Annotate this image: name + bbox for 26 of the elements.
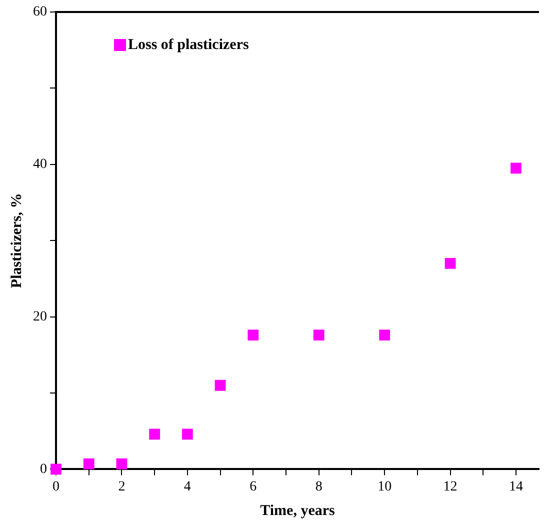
x-tick-label: 2 — [118, 479, 126, 494]
y-tick-label: 60 — [33, 4, 47, 20]
x-tick-label: 10 — [378, 479, 392, 494]
point — [50, 464, 62, 475]
x-axis-title: Time, years — [260, 502, 336, 519]
point — [510, 162, 522, 174]
x-tick-label: 0 — [52, 479, 60, 494]
y-tick-label: 0 — [40, 462, 47, 477]
x-tick-label: 6 — [250, 479, 257, 494]
point — [313, 330, 324, 341]
point — [444, 258, 456, 269]
point — [149, 428, 160, 440]
point — [214, 380, 226, 391]
x-tick-label: 12 — [443, 479, 458, 494]
y-tick-label: 20 — [33, 309, 47, 324]
x-tick-label: 14 — [509, 479, 523, 494]
x-tick-label: 4 — [184, 479, 191, 494]
point — [248, 330, 259, 341]
x-tick-label: 8 — [315, 479, 322, 494]
point — [182, 428, 193, 440]
y-tick-label: 40 — [33, 157, 47, 172]
y-axis-title: Plasticizers, % — [8, 193, 25, 288]
legend-label: Loss of plasticizers — [128, 36, 249, 53]
point — [83, 458, 94, 470]
point — [116, 458, 128, 470]
point — [379, 330, 390, 341]
